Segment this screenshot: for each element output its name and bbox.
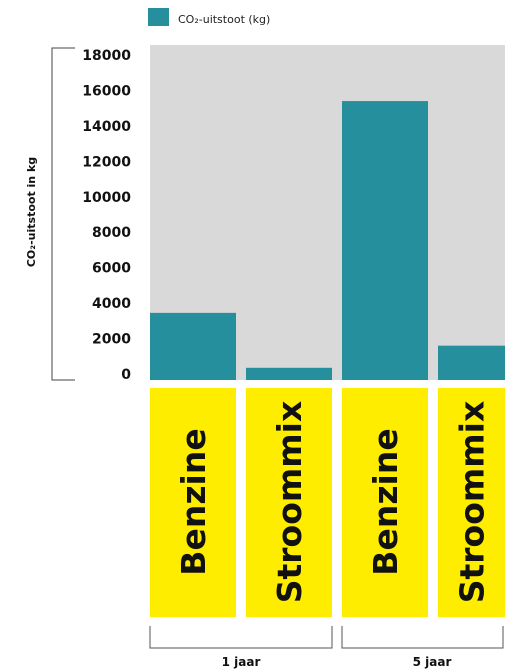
y-axis-label: CO₂-uitstoot in kg — [25, 157, 38, 267]
bar-stroommix-2 — [246, 367, 332, 380]
y-tick-label: 8000 — [92, 225, 131, 241]
legend-label: CO₂-uitstoot (kg) — [178, 13, 270, 26]
legend-swatch — [148, 8, 169, 26]
y-tick-label: 4000 — [92, 296, 131, 312]
group-bracket — [341, 626, 504, 649]
category-label: Stroommix — [453, 401, 492, 604]
y-tick-label: 10000 — [82, 190, 131, 206]
category-box — [150, 388, 236, 617]
group-label: 1 jaar — [222, 655, 261, 669]
bar-benzine-1 — [150, 312, 236, 380]
category-box — [246, 388, 332, 617]
y-tick-label: 0 — [121, 367, 131, 383]
group-bracket — [149, 626, 333, 649]
y-axis-ticks: 0 2000 4000 6000 8000 10000 12000 14000 16000 180… — [82, 48, 131, 383]
bar-stroommix-4 — [438, 345, 505, 380]
y-axis-bracket — [51, 47, 75, 381]
y-tick-label: 2000 — [92, 332, 131, 348]
y-tick-label: 14000 — [82, 119, 131, 135]
bars — [150, 101, 505, 381]
bar-benzine-3 — [342, 101, 428, 381]
y-tick-label: 6000 — [92, 261, 131, 277]
y-tick-label: 18000 — [82, 48, 131, 64]
category-label: Benzine — [174, 428, 213, 575]
y-tick-label: 16000 — [82, 83, 131, 99]
category-label: Stroommix — [270, 401, 309, 604]
category-box — [438, 388, 505, 617]
group-brackets: 1 jaar 5 jaar — [149, 626, 504, 669]
category-box — [342, 388, 428, 617]
y-tick-label: 12000 — [82, 154, 131, 170]
category-label: Benzine — [366, 428, 405, 575]
category-labels: Benzine Stroommix Benzine Stroommix — [150, 388, 505, 617]
group-label: 5 jaar — [413, 655, 452, 669]
